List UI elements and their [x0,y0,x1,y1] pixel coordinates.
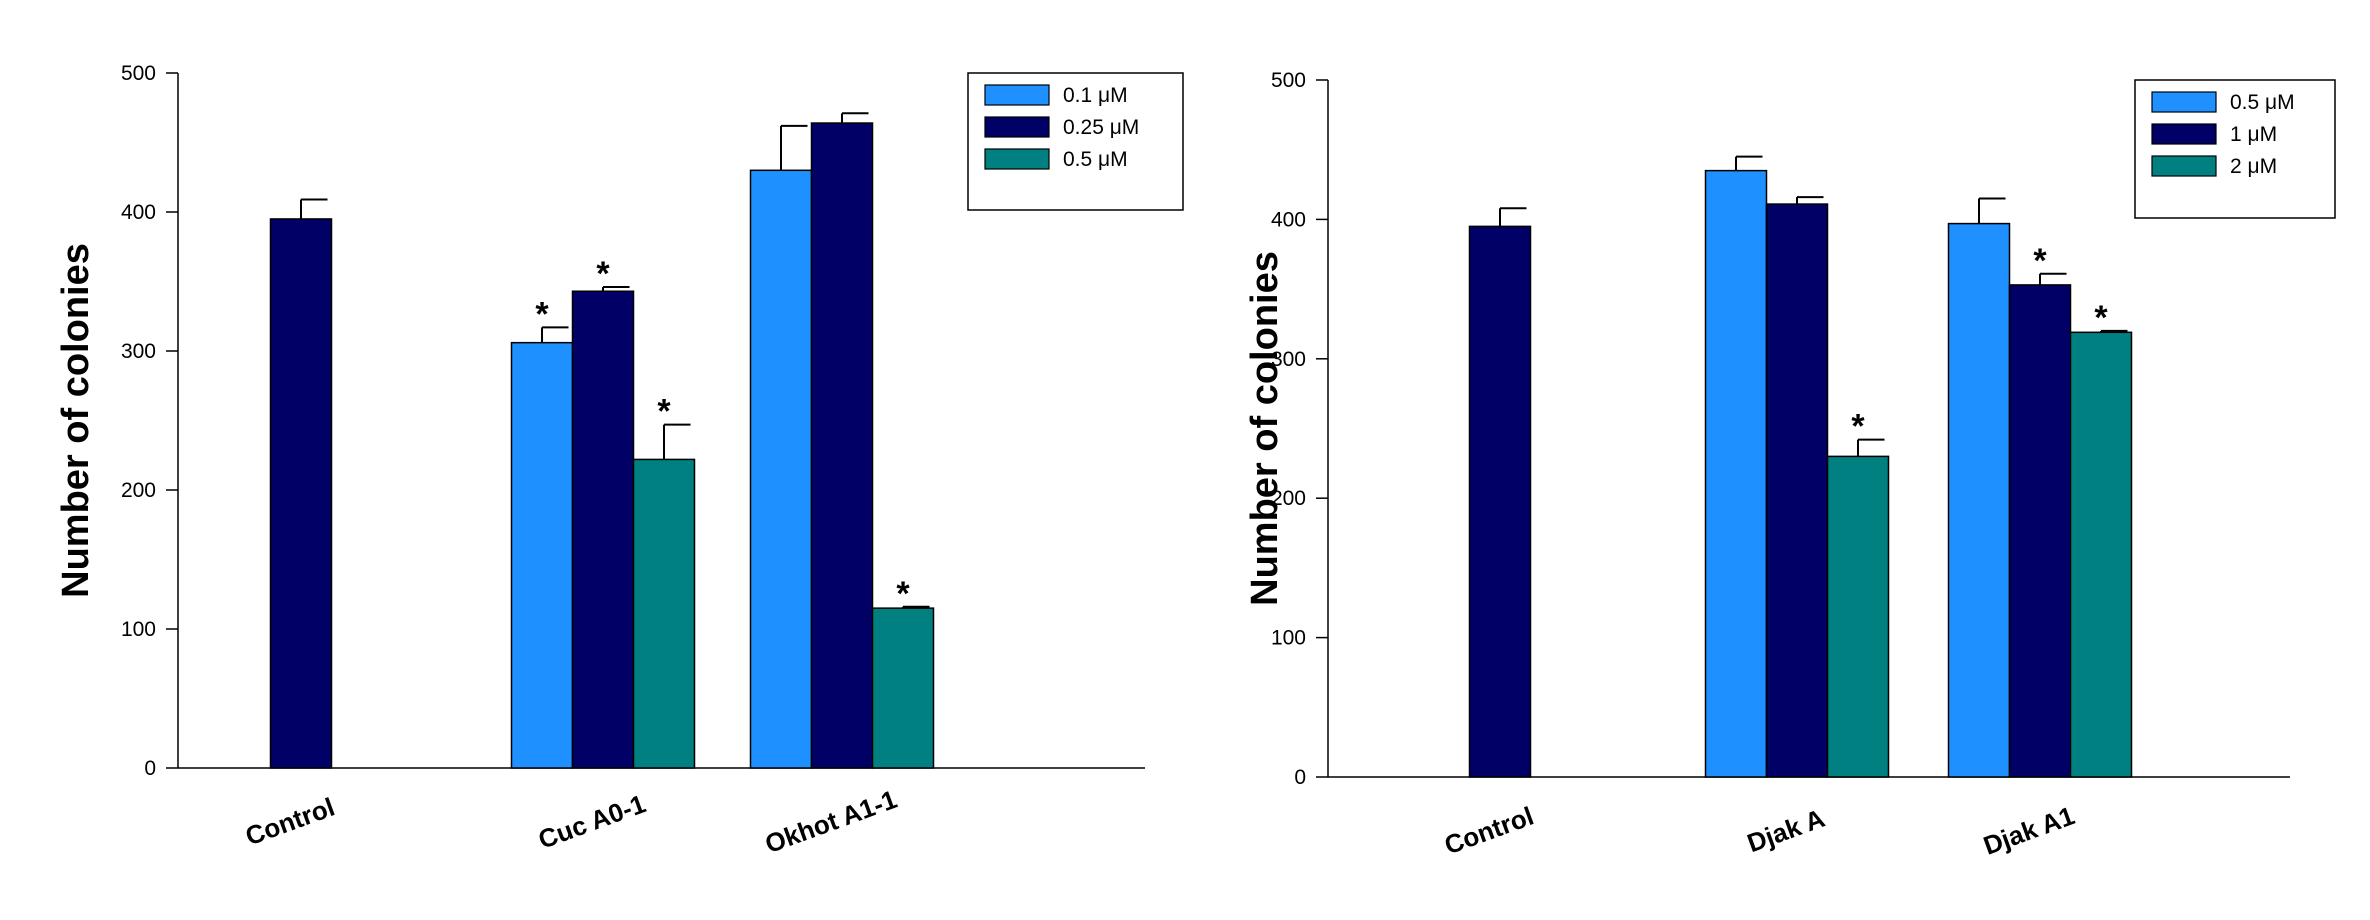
y-tick-label: 400 [121,201,156,224]
bar [2069,331,2133,778]
legend-swatch [2151,155,2217,177]
bar [1468,225,1532,778]
significance-marker: * [2033,242,2047,280]
category-label: Okhot A1-1 [761,784,901,859]
bar [1947,222,2011,778]
category-label: Control [1440,801,1537,861]
legend-label: 2 μM [2230,155,2277,178]
category-label: Djak A1 [1979,800,2078,860]
bar [871,607,935,769]
legend-label: 0.5 μM [1063,148,1128,171]
legend-swatch [2151,123,2217,145]
legend-label: 0.25 μM [1063,116,1139,139]
legend-box [967,72,1184,211]
category-label: Control [241,792,338,852]
significance-marker: * [896,575,910,613]
legend-label: 1 μM [2230,123,2277,146]
chart-right-panel: 0 100 200 300 400 500 Number of colonies * * * Con… [1244,69,2336,861]
category-label: Djak A [1743,803,1829,859]
y-tick-label: 0 [144,757,156,780]
category-label: Cuc A0-1 [534,788,649,854]
legend-swatch [984,84,1050,106]
bar [1704,169,1768,778]
legend-label: 0.1 μM [1063,84,1128,107]
legend-swatch [984,148,1050,170]
y-tick-label: 400 [1271,208,1306,231]
bar [2008,284,2072,778]
significance-marker: * [2094,299,2108,337]
y-tick-label: 100 [1271,627,1306,650]
y-tick-label: 200 [1271,487,1306,510]
bar [571,290,635,769]
y-tick-label: 200 [121,479,156,502]
y-axis-label: Number of colonies [1244,251,1286,606]
legend-label: 0.5 μM [2230,91,2295,114]
y-tick-label: 500 [1271,69,1306,92]
y-tick-label: 100 [121,618,156,641]
chart-left-panel: 0 100 200 300 400 500 Number of colonies * * * * Co… [55,62,1184,859]
y-tick-label: 300 [1271,348,1306,371]
bar [632,458,696,769]
y-tick-label: 500 [121,62,156,85]
legend-swatch [2151,91,2217,113]
significance-marker: * [596,255,610,293]
bar [810,122,874,769]
y-tick-label: 0 [1294,766,1306,789]
bar [1826,455,1890,778]
bar [269,218,333,769]
bar [1765,203,1829,778]
bar [749,169,813,769]
bar [510,341,574,769]
y-axis-label: Number of colonies [55,243,97,598]
y-tick-label: 300 [121,340,156,363]
legend-swatch [984,116,1050,138]
significance-marker: * [535,295,549,333]
significance-marker: * [1851,408,1865,446]
significance-marker: * [657,393,671,431]
